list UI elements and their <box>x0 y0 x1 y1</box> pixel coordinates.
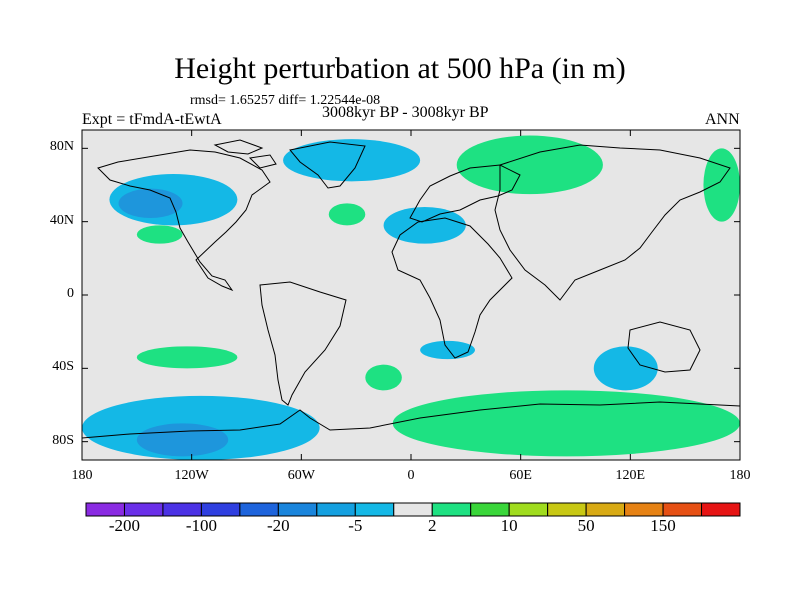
anomaly-south-africa <box>420 340 475 360</box>
experiment-label: Expt = tFmdA-tEwtA <box>82 111 222 128</box>
colorbar-box <box>624 502 664 517</box>
x-tick-label: 120E <box>615 468 646 483</box>
x-tick-label: 0 <box>407 468 415 483</box>
coastline-asia <box>494 144 731 301</box>
coastline-south-america <box>259 281 347 406</box>
colorbar-box <box>662 502 703 517</box>
stats-text: rmsd= 1.65257 diff= 1.22544e-08 <box>190 93 381 108</box>
colorbar-box <box>470 502 510 517</box>
period-label: 3008kyr BP - 3008kyr BP <box>322 104 489 121</box>
colorbar-label: -5 <box>348 516 363 535</box>
colorbar-label: 50 <box>577 516 595 535</box>
colorbar-box <box>162 502 202 517</box>
colorbar-box <box>316 502 356 517</box>
anomaly-north-atlantic-arctic <box>283 139 421 182</box>
colorbar-box <box>354 502 395 517</box>
anomaly-north-pacific-core <box>118 188 183 218</box>
coastline-europe <box>409 164 521 223</box>
plot-title: Height perturbation at 500 hPa (in m) <box>174 52 626 85</box>
colorbar-label: -100 <box>185 516 217 535</box>
colorbar-box <box>239 502 279 517</box>
x-tick-label: 180 <box>71 468 93 483</box>
x-tick-label: 60W <box>287 468 315 483</box>
anomaly-central-north-pacific <box>136 225 183 244</box>
coastline-greenland <box>289 141 366 189</box>
anomaly-north-atlantic <box>328 203 366 226</box>
y-tick-label: 80S <box>52 432 74 448</box>
anomaly-south-indian-ocean <box>593 346 658 391</box>
anomaly-south-pacific <box>136 346 238 369</box>
y-tick-label: 80N <box>49 139 74 155</box>
colorbar-label: 150 <box>650 516 676 535</box>
anomaly-layer <box>82 135 740 460</box>
colorbar-label: -20 <box>267 516 290 535</box>
colorbar-label: -200 <box>108 516 141 535</box>
colorbar-box <box>431 502 472 517</box>
anomaly-mediterranean <box>383 207 466 244</box>
colorbar-box <box>508 502 549 517</box>
colorbar-box <box>123 502 164 517</box>
colorbar-box <box>200 502 241 517</box>
y-tick-label: 0 <box>67 286 74 301</box>
season-label: ANN <box>705 111 740 128</box>
anomaly-south-atlantic <box>365 364 402 391</box>
anomaly-siberia-arctic <box>456 135 603 195</box>
anomaly-south-pacific-core <box>136 423 229 457</box>
colorbar-box <box>277 502 318 517</box>
colorbar-box <box>85 502 125 517</box>
y-tick-label: 40N <box>49 212 74 228</box>
coastline-eurafrica <box>391 217 513 359</box>
coastline-antarctica <box>81 401 741 439</box>
colorbar <box>85 502 741 517</box>
x-tick-label: 120W <box>174 468 209 483</box>
y-tick-label: 40S <box>52 359 74 375</box>
coastline-north-america <box>97 149 271 292</box>
anomaly-southern-ocean <box>392 390 740 457</box>
coastline-arctic-islands <box>213 139 277 169</box>
colorbar-label: 10 <box>500 516 518 535</box>
colorbar-box <box>393 502 433 517</box>
x-tick-label: 60E <box>509 468 532 483</box>
axis-ticks <box>81 130 741 460</box>
colorbar-label: 2 <box>427 516 437 535</box>
coastline-layer <box>81 139 741 439</box>
x-tick-label: 180 <box>729 468 751 483</box>
anomaly-north-pacific-east <box>703 148 740 222</box>
colorbar-box <box>547 502 587 517</box>
colorbar-box <box>701 502 741 517</box>
colorbar-box <box>585 502 626 517</box>
coastline-australia <box>627 321 701 373</box>
